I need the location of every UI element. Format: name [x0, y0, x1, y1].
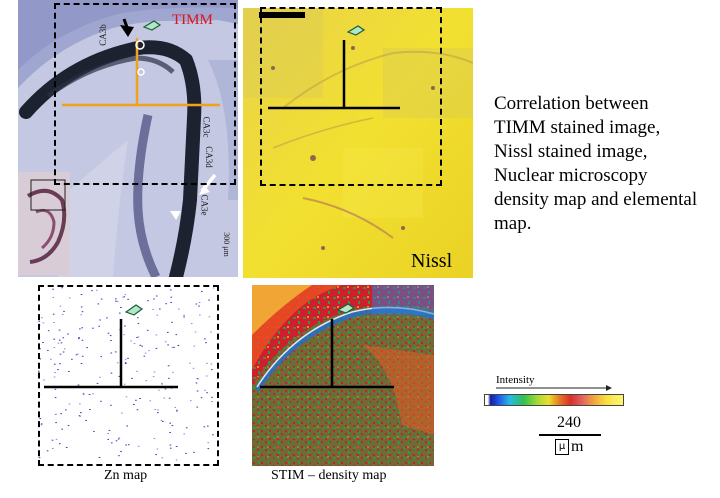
intensity-title: Intensity — [496, 374, 535, 386]
intensity-color-bar — [484, 394, 624, 406]
timm-scale-text: 300 μm — [221, 232, 231, 257]
stim-map-drawing — [252, 285, 434, 466]
length-scale: 240 μ m — [537, 414, 607, 458]
mu-glyph-box: μ — [555, 439, 569, 455]
nissl-scale-bar — [259, 12, 305, 18]
scale-unit: m — [571, 438, 584, 455]
nissl-label: Nissl — [411, 250, 453, 272]
nissl-region-of-interest-box — [260, 7, 442, 186]
zn-map-caption: Zn map — [104, 468, 148, 483]
correlation-description: Correlation between TIMM stained image, … — [494, 93, 698, 234]
timm-title: TIMM — [172, 12, 213, 28]
stim-density-map — [252, 285, 434, 466]
zn-signal-speckle — [38, 285, 215, 461]
nissl-stained-image: Nissl — [243, 8, 473, 278]
region-label-ca3e: CA3e — [199, 194, 210, 216]
nissl-tissue-drawing — [243, 8, 473, 278]
hippocampus-inset-thumbnail — [18, 172, 70, 275]
scale-value: 240 — [557, 414, 581, 431]
inset-drawing — [18, 172, 70, 275]
stim-map-caption: STIM – density map — [271, 468, 387, 483]
timm-region-of-interest-box — [54, 3, 236, 185]
scale-bar-line — [539, 434, 601, 436]
intensity-legend: Intensity — [484, 374, 626, 408]
zn-map-drawing — [38, 285, 215, 461]
zn-map-frame — [38, 285, 219, 466]
intensity-arrow — [496, 385, 612, 391]
zn-map — [38, 285, 217, 465]
